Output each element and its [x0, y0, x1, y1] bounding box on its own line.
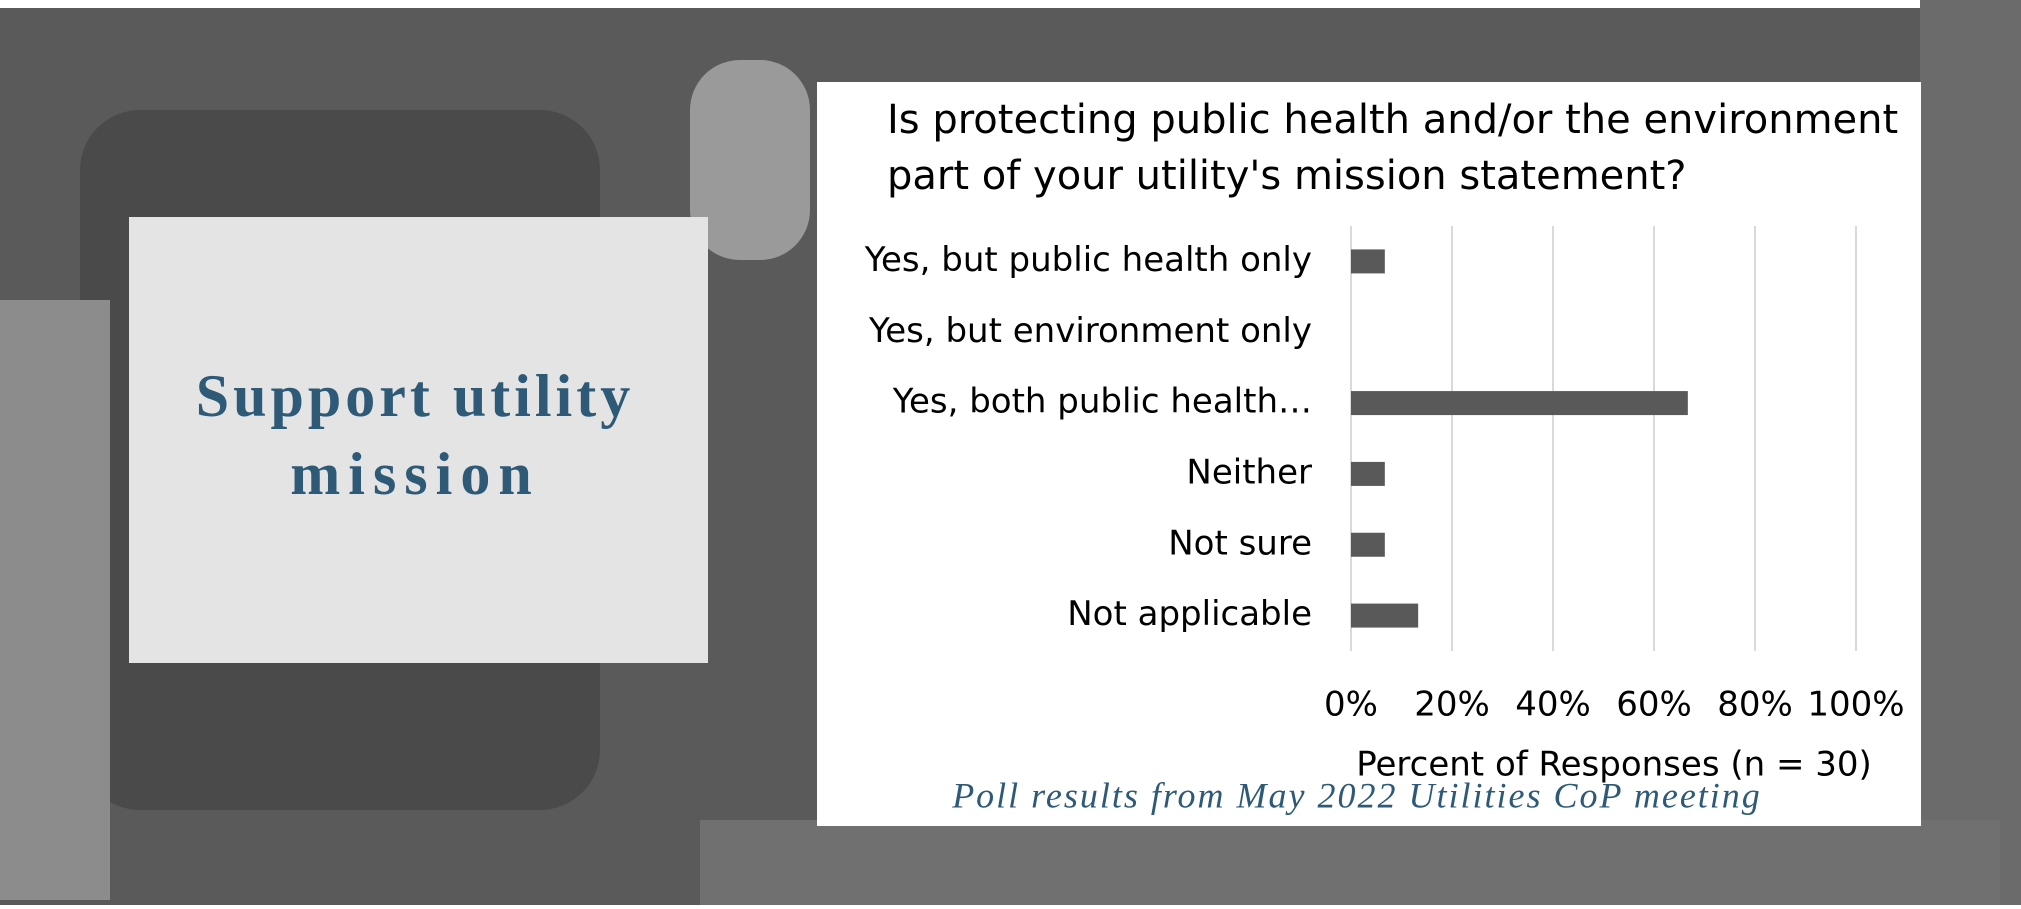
- x-tick-label: 0%: [1324, 685, 1378, 725]
- bar: [1351, 604, 1418, 628]
- x-tick-label: 80%: [1717, 685, 1793, 725]
- bar: [1351, 249, 1385, 273]
- background-tanks: [1920, 0, 2021, 905]
- y-tick-label: Neither: [1186, 452, 1312, 492]
- bar: [1351, 391, 1688, 415]
- heading: Support utility: [196, 363, 634, 429]
- background-road: [700, 820, 2000, 905]
- y-tick-label: Not applicable: [1067, 594, 1312, 634]
- y-tick-label: Yes, but public health only: [864, 240, 1312, 280]
- background-building: [0, 300, 110, 900]
- x-tick-label: 20%: [1414, 685, 1490, 725]
- background-edge: [0, 0, 2021, 8]
- x-tick-label: 100%: [1807, 685, 1904, 725]
- y-tick-label: Yes, but environment only: [868, 311, 1312, 351]
- heading: mission: [290, 441, 539, 507]
- bar: [1351, 462, 1385, 486]
- bar: [1351, 533, 1385, 557]
- y-tick-label: Not sure: [1168, 523, 1312, 563]
- chart-title: Is protecting public health and/or the e…: [887, 97, 1898, 143]
- x-tick-label: 40%: [1515, 685, 1591, 725]
- page: Support utility mission Is protecting pu…: [0, 0, 2021, 905]
- x-tick-label: 60%: [1616, 685, 1692, 725]
- footnote: Poll results from May 2022 Utilities CoP…: [951, 775, 1762, 815]
- slide: Support utility mission Is protecting pu…: [0, 0, 2021, 905]
- chart-title: part of your utility's mission statement…: [887, 153, 1687, 199]
- y-tick-label: Yes, both public health…: [892, 382, 1312, 422]
